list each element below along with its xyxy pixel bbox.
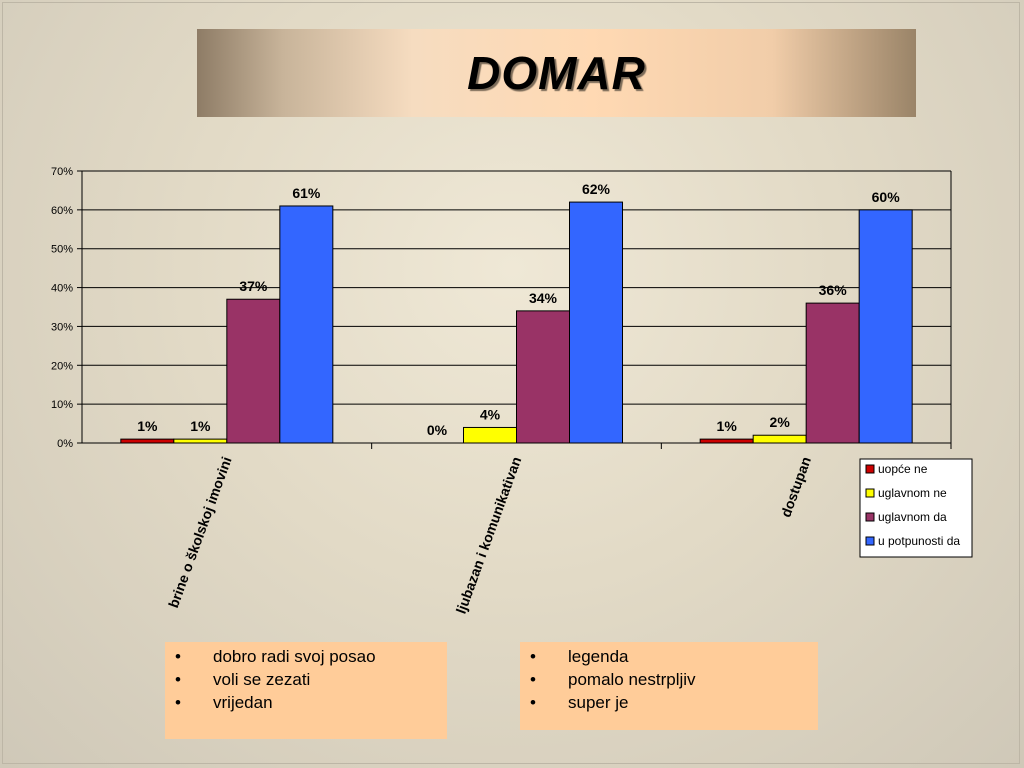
bar xyxy=(279,205,334,444)
y-tick-label: 20% xyxy=(51,360,73,372)
x-category-label: dostupan xyxy=(777,455,814,520)
y-tick-label: 10% xyxy=(51,399,73,411)
legend-label: u potpunosti da xyxy=(878,534,960,548)
bar xyxy=(120,438,175,444)
y-tick-label: 50% xyxy=(51,244,73,256)
note-item: voli se zezati xyxy=(165,668,447,691)
bar xyxy=(752,434,807,444)
y-tick-label: 70% xyxy=(51,166,73,178)
bar xyxy=(858,209,913,444)
legend-swatch xyxy=(865,512,875,522)
note-item: legenda xyxy=(520,645,818,668)
note-item: super je xyxy=(520,691,818,714)
bar xyxy=(516,310,570,444)
notes-left-box: dobro radi svoj posao voli se zezati vri… xyxy=(165,642,447,739)
title-banner: DOMAR xyxy=(197,29,916,117)
legend-label: uglavnom da xyxy=(878,510,947,524)
page-title: DOMAR xyxy=(467,47,646,99)
bar xyxy=(226,298,281,444)
legend-label: uglavnom ne xyxy=(878,486,947,500)
y-tick-label: 0% xyxy=(57,438,73,450)
bar xyxy=(463,426,517,444)
y-tick-label: 40% xyxy=(51,283,73,295)
data-label: 37% xyxy=(239,278,268,294)
note-item: pomalo nestrpljiv xyxy=(520,668,818,691)
data-label: 1% xyxy=(137,418,158,434)
bar xyxy=(173,438,228,444)
note-item: vrijedan xyxy=(165,691,447,714)
y-tick-label: 60% xyxy=(51,205,73,217)
legend-label: uopće ne xyxy=(878,462,928,476)
y-tick-label: 30% xyxy=(51,321,73,333)
data-label: 0% xyxy=(427,422,448,438)
legend-swatch xyxy=(865,488,875,498)
data-label: 2% xyxy=(770,414,791,430)
note-item: dobro radi svoj posao xyxy=(165,645,447,668)
data-label: 1% xyxy=(717,418,738,434)
x-category-label: brine o školskoj imovini xyxy=(165,455,235,610)
data-label: 34% xyxy=(529,290,558,306)
data-label: 36% xyxy=(819,282,848,298)
bar xyxy=(699,438,754,444)
data-label: 60% xyxy=(872,189,901,205)
bar xyxy=(805,302,860,444)
notes-right-box: legenda pomalo nestrpljiv super je xyxy=(520,642,818,730)
legend-box xyxy=(859,458,973,558)
bar xyxy=(569,201,623,444)
legend-swatch xyxy=(865,464,875,474)
x-category-label: ljubazan i komunikativan xyxy=(453,455,525,616)
data-label: 62% xyxy=(582,181,611,197)
data-label: 61% xyxy=(292,185,321,201)
data-label: 1% xyxy=(190,418,211,434)
data-label: 4% xyxy=(480,406,501,422)
legend-swatch xyxy=(865,536,875,546)
